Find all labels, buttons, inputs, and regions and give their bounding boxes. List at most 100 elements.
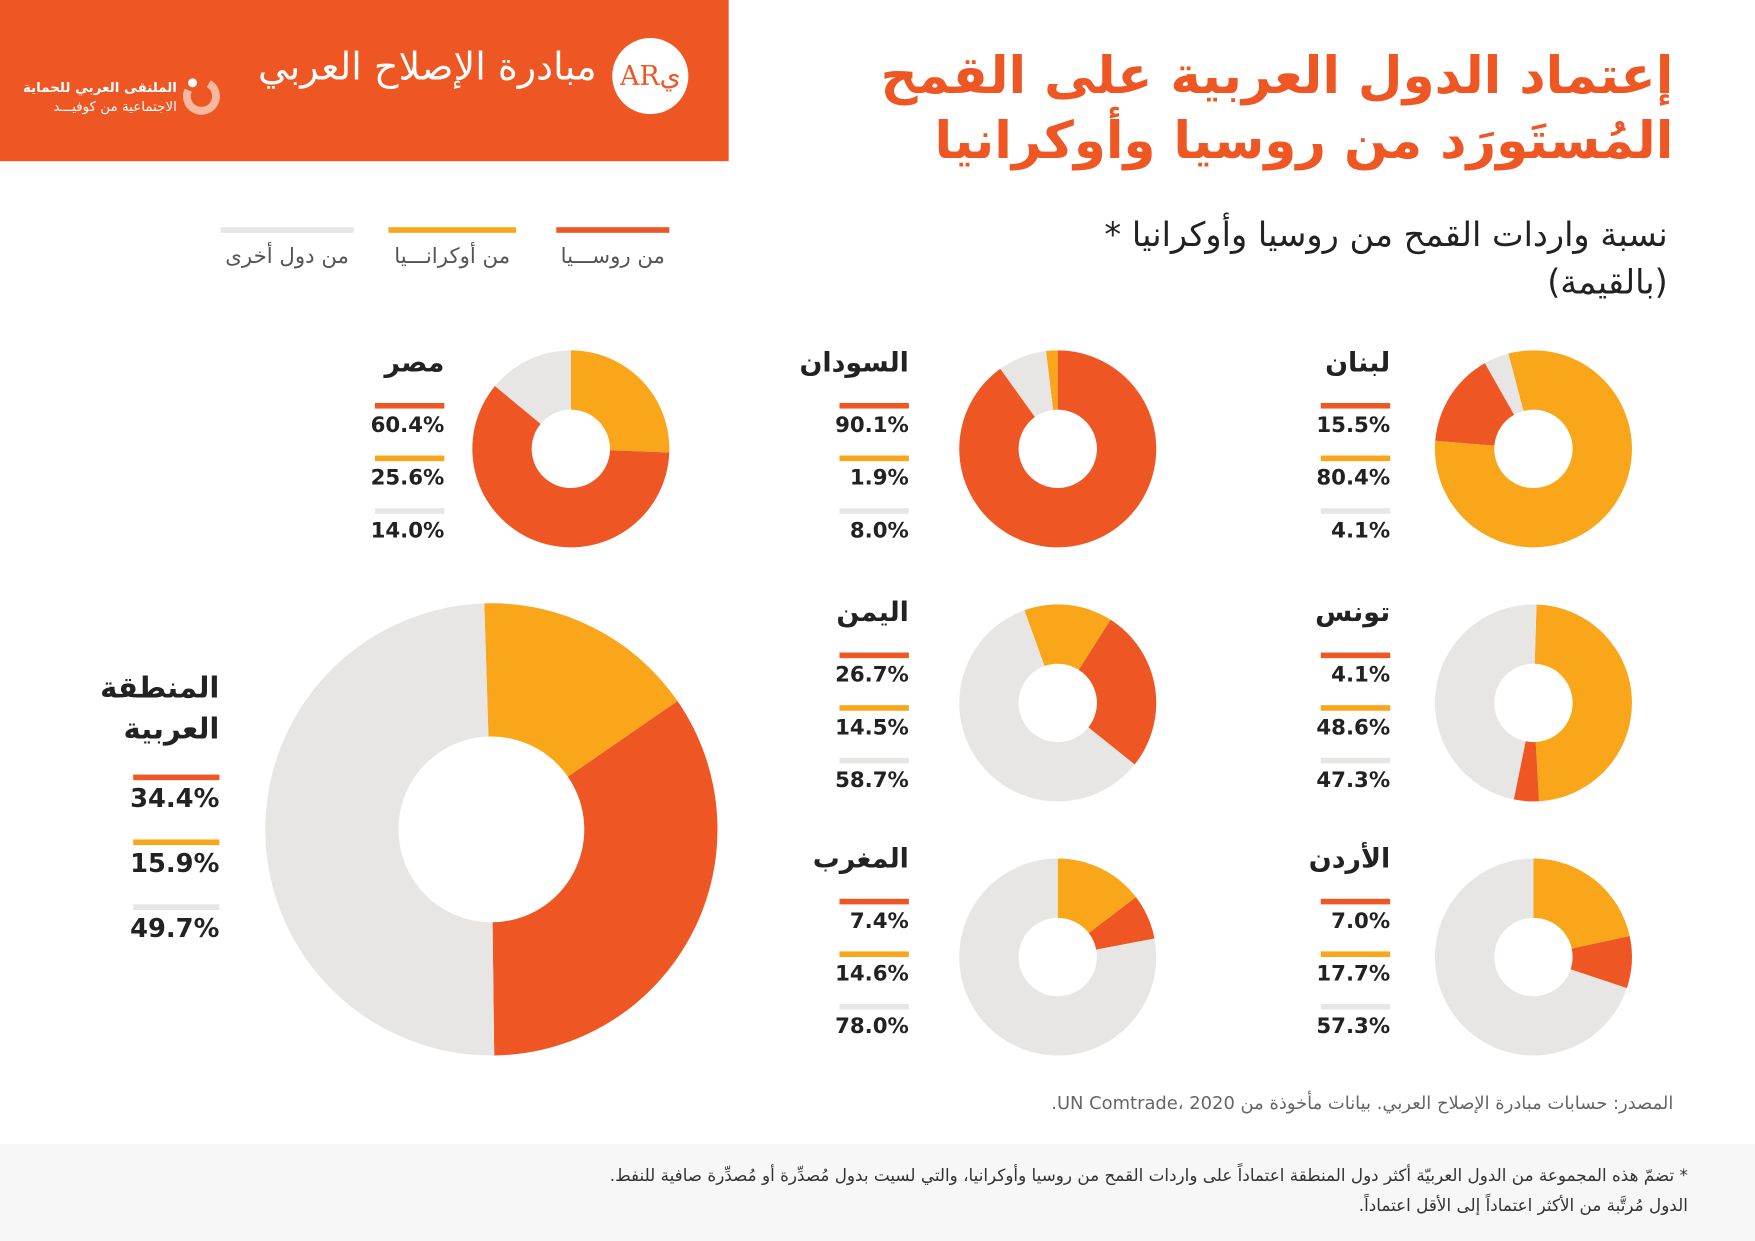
line-ukraine (374, 455, 445, 462)
value-other: 47.3% (1316, 767, 1391, 793)
value-other: 14.0% (370, 518, 445, 543)
donut-2 (472, 350, 670, 548)
line-other (1320, 508, 1391, 514)
value-ukraine: 17.7% (1316, 961, 1391, 987)
line-russia (374, 402, 445, 409)
line-russia (839, 402, 909, 409)
value-russia: 7.4% (849, 908, 909, 934)
subtitle: نسبة واردات القمح من روسيا وأوكرانيا * (… (1104, 213, 1667, 307)
legend-swatch (556, 227, 670, 233)
brand-name: مبادرة الإصلاح العربي (257, 44, 597, 90)
slice-other (1434, 604, 1537, 800)
country-name: السودان (799, 346, 909, 379)
value-ukraine: 15.9% (130, 849, 220, 879)
slice-russia (1078, 619, 1157, 765)
slice-ukraine (1046, 350, 1058, 410)
value-ukraine: 48.6% (1316, 715, 1391, 740)
title-line-2: المُستَورَد من روسيا وأوكرانيا (934, 109, 1674, 171)
country-name: اليمن (836, 596, 909, 628)
line-ukraine (839, 951, 909, 958)
line-russia (839, 652, 909, 659)
legend-other: من دول أخرى (220, 227, 354, 269)
slice-russia (492, 701, 718, 1056)
line-ukraine (839, 455, 909, 462)
value-ukraine: 80.4% (1316, 465, 1391, 491)
footnote-line-2: الدول مُرتَّبة من الأكثر اعتماداً إلى ال… (1358, 1195, 1688, 1216)
line-other (374, 508, 445, 514)
legend-label: من أوكرانـــيا (394, 244, 511, 269)
slice-other (959, 610, 1135, 802)
line-other (1320, 1004, 1391, 1010)
footnote-line-1: * تضمّ هذه المجموعة من الدول العربيّة أك… (609, 1165, 1688, 1186)
line-russia (1320, 898, 1391, 905)
subtitle-line-1: نسبة واردات القمح من روسيا وأوكرانيا * (1104, 216, 1668, 256)
line-russia (1320, 402, 1391, 409)
slice-other (959, 858, 1157, 1056)
slice-ukraine (1024, 604, 1111, 670)
legend-swatch (220, 227, 354, 233)
title-line-1: إعتماد الدول العربية على القمح (880, 44, 1674, 106)
line-other (839, 508, 909, 514)
line-ukraine (133, 839, 220, 846)
line-other (839, 757, 909, 764)
forum-logo-text: الملتقى العربي للحماية الاجتماعية من كوف… (23, 78, 177, 116)
line-ukraine (839, 705, 909, 711)
slice-russia (959, 350, 1157, 548)
slice-ukraine (1534, 604, 1632, 802)
slice-other (1484, 353, 1524, 415)
value-russia: 90.1% (835, 413, 909, 438)
value-russia: 7.0% (1331, 908, 1391, 934)
value-other: 49.7% (130, 914, 220, 944)
header-banner: ARي مبادرة الإصلاح العربي الملتقى العربي… (0, 0, 729, 162)
country-name: المغرب (812, 842, 909, 875)
line-ukraine (1320, 455, 1391, 462)
value-russia: 26.7% (835, 662, 909, 688)
country-name: الأردن (1308, 842, 1391, 875)
donut-4 (959, 604, 1157, 802)
donut-1 (959, 350, 1157, 548)
slice-ukraine (484, 603, 678, 777)
arab-reform-logo: ARي (612, 38, 689, 115)
slice-russia (1513, 741, 1540, 802)
value-ukraine: 25.6% (370, 465, 445, 491)
legend-label: من روســـيا (560, 244, 665, 269)
donut-6 (959, 858, 1157, 1056)
slice-ukraine (570, 350, 670, 453)
footnote: * تضمّ هذه المجموعة من الدول العربيّة أك… (610, 1161, 1688, 1221)
value-ukraine: 14.6% (835, 961, 909, 987)
donut-7 (265, 603, 718, 1056)
line-other (839, 1004, 909, 1010)
logo-text: ARي (619, 60, 681, 92)
value-other: 4.1% (1331, 518, 1391, 543)
value-other: 58.7% (835, 767, 909, 793)
slice-other (1434, 858, 1627, 1056)
value-russia: 15.5% (1316, 413, 1391, 438)
legend-ukraine: من أوكرانـــيا (388, 227, 516, 269)
slice-ukraine (1434, 350, 1632, 548)
slice-other (265, 603, 495, 1056)
legend-russia: من روســـيا (556, 227, 670, 269)
legend-swatch (388, 227, 516, 233)
value-russia: 4.1% (1331, 662, 1391, 688)
slice-ukraine (1057, 858, 1136, 934)
forum-logo-icon (183, 77, 220, 115)
donut-3 (1434, 604, 1632, 802)
slice-russia (1435, 363, 1515, 446)
footnote-band (0, 1143, 1755, 1241)
country-name: لبنان (1325, 346, 1391, 379)
line-ukraine (1320, 705, 1391, 711)
slice-other (494, 350, 571, 424)
legend-label: من دول أخرى (225, 244, 349, 269)
slice-ukraine (1533, 858, 1630, 949)
line-russia (133, 774, 220, 781)
slice-russia (1088, 897, 1155, 950)
line-ukraine (1320, 951, 1391, 958)
source-note: المصدر: حسابات مبادرة الإصلاح العربي. بي… (1051, 1092, 1674, 1114)
donut-charts (265, 350, 1632, 1056)
subtitle-line-2: (بالقيمة) (1547, 263, 1668, 303)
page-title: إعتماد الدول العربية على القمح المُستَور… (881, 43, 1674, 173)
country-name: المنطقة العربية (100, 671, 220, 747)
value-other: 57.3% (1316, 1014, 1391, 1039)
country-name: مصر (384, 346, 445, 379)
